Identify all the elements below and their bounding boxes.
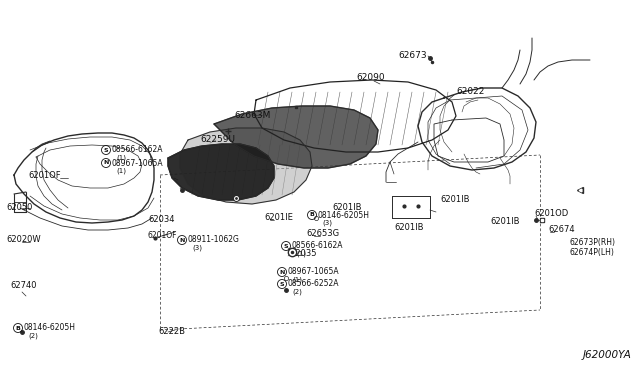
Text: J62000YA: J62000YA (583, 350, 632, 360)
Text: 6201IB: 6201IB (332, 203, 362, 212)
Text: (1): (1) (296, 251, 306, 257)
Text: 6201OF: 6201OF (148, 231, 177, 241)
Text: (1): (1) (292, 277, 302, 283)
Text: S: S (284, 244, 288, 248)
Text: 62673: 62673 (398, 51, 427, 60)
Text: (2): (2) (292, 289, 302, 295)
Text: 6201IB: 6201IB (490, 218, 520, 227)
Text: (2): (2) (28, 333, 38, 339)
Text: 62674: 62674 (548, 225, 575, 234)
Text: 62673P(RH): 62673P(RH) (570, 237, 616, 247)
Text: 6201IE: 6201IE (264, 214, 293, 222)
Text: (1): (1) (116, 155, 126, 161)
Text: 62663M: 62663M (234, 110, 270, 119)
Text: 08566-6162A: 08566-6162A (292, 241, 344, 250)
Text: (3): (3) (322, 220, 332, 226)
Text: 62090: 62090 (356, 74, 385, 83)
Text: 6201OD: 6201OD (534, 209, 568, 218)
Text: 62035: 62035 (290, 250, 317, 259)
Text: 62674P(LH): 62674P(LH) (570, 247, 615, 257)
Text: B: B (310, 212, 314, 218)
Text: (3): (3) (192, 245, 202, 251)
Text: 62050: 62050 (6, 202, 33, 212)
Text: N: N (279, 269, 285, 275)
Text: N: N (103, 160, 109, 166)
Text: 62020W: 62020W (6, 235, 40, 244)
Text: 6201OF: 6201OF (28, 171, 61, 180)
Text: 6222B: 6222B (158, 327, 185, 337)
Text: 08967-1065A: 08967-1065A (112, 158, 164, 167)
Text: 62259U: 62259U (200, 135, 235, 144)
Text: B: B (15, 326, 20, 330)
Text: 08911-1062G: 08911-1062G (188, 235, 240, 244)
Text: 6201IB: 6201IB (394, 224, 424, 232)
Text: 08146-6205H: 08146-6205H (318, 211, 370, 219)
Text: 08146-6205H: 08146-6205H (24, 324, 76, 333)
Text: S: S (104, 148, 108, 153)
Text: 62022: 62022 (456, 87, 484, 96)
Text: 62653G: 62653G (306, 230, 339, 238)
Text: 6201IB: 6201IB (440, 196, 470, 205)
Text: 62740: 62740 (10, 282, 36, 291)
Polygon shape (180, 128, 312, 204)
Polygon shape (214, 106, 378, 168)
Polygon shape (168, 144, 274, 200)
Text: 62034: 62034 (148, 215, 175, 224)
Text: 08967-1065A: 08967-1065A (288, 267, 340, 276)
Text: 08566-6162A: 08566-6162A (112, 145, 163, 154)
Text: 08566-6252A: 08566-6252A (288, 279, 339, 289)
Text: S: S (280, 282, 284, 286)
Text: (1): (1) (116, 168, 126, 174)
Text: N: N (179, 237, 185, 243)
